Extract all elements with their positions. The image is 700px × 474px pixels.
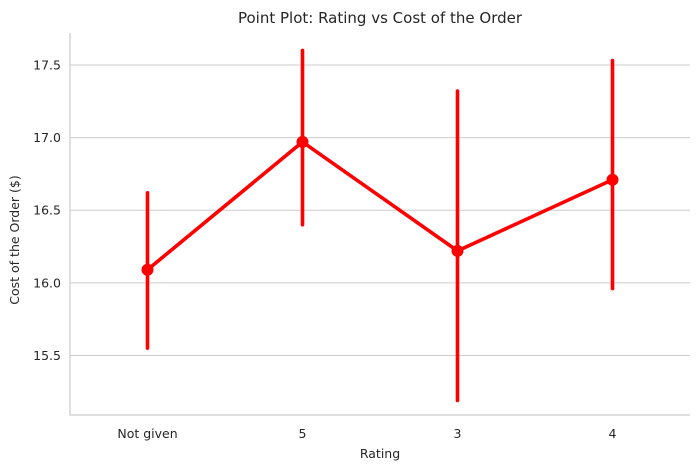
x-axis-label: Rating bbox=[360, 446, 400, 461]
x-tick-label: 5 bbox=[299, 426, 307, 441]
x-tick-label: Not given bbox=[117, 426, 177, 441]
y-tick-label: 15.5 bbox=[33, 348, 61, 363]
data-point bbox=[606, 173, 619, 186]
data-point bbox=[141, 263, 154, 276]
data-point bbox=[296, 135, 309, 148]
x-tick-label: 3 bbox=[454, 426, 462, 441]
x-axis-ticks: Not given 5 3 4 bbox=[117, 426, 616, 441]
axis-spines bbox=[69, 33, 690, 416]
data-point bbox=[451, 244, 464, 257]
y-axis-label: Cost of the Order ($) bbox=[7, 175, 22, 304]
y-tick-label: 17.5 bbox=[33, 57, 61, 72]
axes-frame bbox=[69, 33, 690, 416]
y-tick-label: 16.0 bbox=[33, 275, 61, 290]
x-tick-label: 4 bbox=[609, 426, 617, 441]
gridlines bbox=[70, 64, 690, 356]
y-axis-ticks: 15.5 16.0 16.5 17.0 17.5 bbox=[33, 57, 61, 362]
y-tick-label: 16.5 bbox=[33, 203, 61, 218]
chart-title: Point Plot: Rating vs Cost of the Order bbox=[238, 9, 523, 27]
y-tick-label: 17.0 bbox=[33, 130, 61, 145]
series-layer bbox=[141, 48, 619, 403]
series-line bbox=[146, 140, 614, 272]
